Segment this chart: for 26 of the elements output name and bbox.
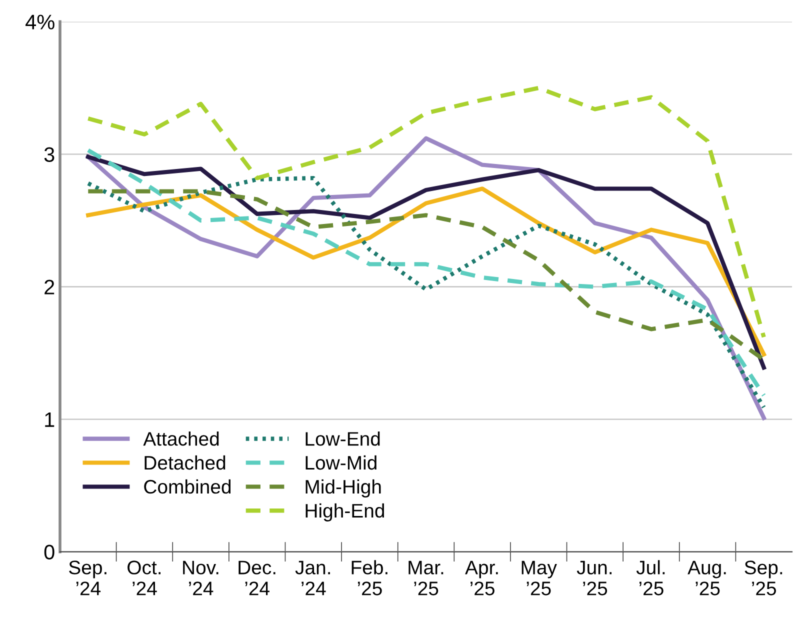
x-tick-label: Sep. ’24 [69, 560, 106, 596]
legend-label: Low-Mid [306, 455, 376, 470]
x-tick-label: May ’25 [522, 560, 557, 596]
x-tick-label: Dec. ’24 [238, 560, 276, 596]
x-tick-label: Feb. ’25 [352, 560, 388, 596]
x-tick-label: Sep. ’25 [744, 560, 782, 596]
y-tick-label: 0 [44, 544, 54, 560]
x-tick-label: Apr. ’25 [465, 560, 498, 596]
line-series [86, 86, 766, 340]
y-tick-label: 4% [26, 14, 54, 30]
x-tick-label: Mar. ’25 [408, 560, 444, 596]
y-tick-label: 3 [44, 147, 54, 162]
x-tick-label: Jun. ’25 [576, 560, 612, 596]
legend-label: Detached [144, 455, 226, 470]
x-tick-label: Jan. ’24 [295, 560, 330, 596]
x-tick-label: Jul. ’25 [636, 560, 665, 596]
y-tick-label: 1 [45, 412, 54, 427]
x-tick-label: Nov. ’24 [183, 560, 218, 596]
x-tick-label: Oct. ’24 [128, 560, 161, 596]
legend-label: Low-End [306, 431, 380, 446]
legend-label: High-End [306, 503, 384, 522]
x-tick-label: Aug. ’25 [688, 560, 726, 596]
legend-label: Combined [144, 479, 231, 494]
legend-label: Attached [143, 431, 219, 446]
y-tick-label: 2 [44, 280, 54, 294]
legend-label: Mid-High [306, 479, 381, 498]
